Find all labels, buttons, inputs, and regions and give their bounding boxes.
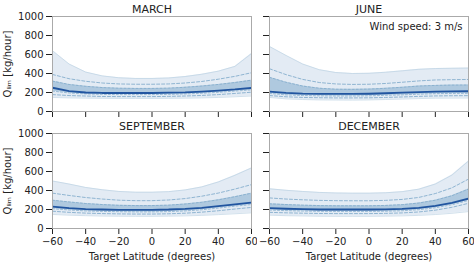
svg-text:20: 20 xyxy=(396,236,409,247)
svg-text:0: 0 xyxy=(149,236,155,247)
svg-text:SEPTEMBER: SEPTEMBER xyxy=(119,120,185,133)
svg-text:−40: −40 xyxy=(75,236,96,247)
svg-text:1000: 1000 xyxy=(18,11,43,22)
svg-text:60: 60 xyxy=(245,236,257,247)
svg-text:800: 800 xyxy=(24,30,43,41)
svg-text:0: 0 xyxy=(37,223,43,234)
svg-text:60: 60 xyxy=(462,236,474,247)
svg-text:−20: −20 xyxy=(108,236,129,247)
svg-text:1000: 1000 xyxy=(18,128,43,139)
svg-text:−60: −60 xyxy=(42,236,63,247)
svg-text:JUNE: JUNE xyxy=(355,3,383,16)
svg-text:Qₗᵢₘ [kg/hour]: Qₗᵢₘ [kg/hour] xyxy=(2,147,13,214)
svg-text:800: 800 xyxy=(24,147,43,158)
svg-text:20: 20 xyxy=(179,236,192,247)
svg-text:0: 0 xyxy=(37,106,43,117)
svg-text:40: 40 xyxy=(212,236,225,247)
svg-text:600: 600 xyxy=(24,49,43,60)
svg-text:200: 200 xyxy=(24,87,43,98)
svg-text:−60: −60 xyxy=(259,236,280,247)
svg-text:Wind speed: 3 m/s: Wind speed: 3 m/s xyxy=(370,21,463,32)
svg-text:−20: −20 xyxy=(325,236,346,247)
svg-text:−40: −40 xyxy=(292,236,313,247)
svg-text:DECEMBER: DECEMBER xyxy=(338,120,400,133)
svg-text:0: 0 xyxy=(366,236,372,247)
svg-text:400: 400 xyxy=(24,185,43,196)
svg-text:40: 40 xyxy=(429,236,442,247)
svg-text:400: 400 xyxy=(24,68,43,79)
svg-text:600: 600 xyxy=(24,166,43,177)
svg-text:Target Latitude (degrees): Target Latitude (degrees) xyxy=(88,251,216,262)
svg-text:Target Latitude (degrees): Target Latitude (degrees) xyxy=(305,251,433,262)
svg-text:MARCH: MARCH xyxy=(132,3,172,16)
svg-text:Qₗᵢₘ [kg/hour]: Qₗᵢₘ [kg/hour] xyxy=(2,30,13,97)
svg-text:200: 200 xyxy=(24,204,43,215)
